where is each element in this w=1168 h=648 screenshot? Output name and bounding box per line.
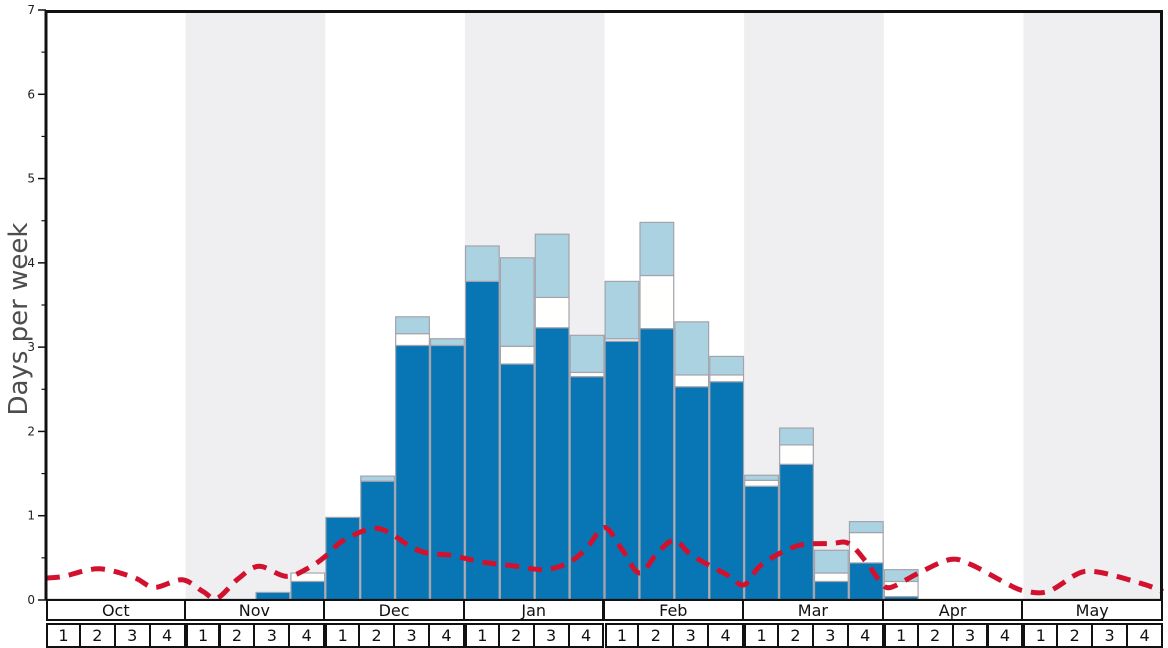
bar-segment-dark_blue_bottom-mar4 <box>848 562 884 601</box>
bar-segment-light_blue_top-dec4 <box>429 338 465 347</box>
week-cell-jan-4: 4 <box>567 623 605 648</box>
bar-segment-dark_blue_bottom-dec1 <box>325 516 361 601</box>
y-tick-label: 2 <box>27 424 35 438</box>
bar-segment-light_blue_top-feb1 <box>604 280 640 340</box>
red-dashed-line <box>45 525 1164 602</box>
week-cell-feb-3: 3 <box>672 623 710 648</box>
y-tick-label: 7 <box>27 3 35 17</box>
bar-segment-dark_blue_bottom-jan3 <box>534 327 570 601</box>
month-cell-may: May <box>1021 599 1163 621</box>
week-cell-oct-1: 1 <box>46 623 81 648</box>
bar-segment-dark_blue_bottom-feb2 <box>639 328 675 601</box>
bar-segment-white_middle-jan2 <box>499 345 535 365</box>
bar-segment-white_middle-jan4 <box>569 371 605 378</box>
week-cell-jan-3: 3 <box>532 623 570 648</box>
month-band-nov <box>185 11 326 600</box>
bar-segment-dark_blue_bottom-jan4 <box>569 376 605 601</box>
bar-segment-light_blue_top-mar4 <box>848 521 884 534</box>
week-cell-dec-1: 1 <box>325 623 361 648</box>
y-tick-label: 3 <box>27 340 35 354</box>
week-cell-feb-1: 1 <box>604 623 640 648</box>
bar-segment-light_blue_top-feb4 <box>709 355 745 376</box>
week-cell-may-4: 4 <box>1126 623 1163 648</box>
week-cell-oct-3: 3 <box>113 623 151 648</box>
week-cell-nov-1: 1 <box>185 623 221 648</box>
bar-segment-white_middle-feb2 <box>639 274 675 330</box>
bar-segment-light_blue_top-mar2 <box>779 427 814 446</box>
week-cell-nov-2: 2 <box>218 623 256 648</box>
bar-segment-light_blue_top-dec3 <box>395 316 430 335</box>
week-cell-jan-2: 2 <box>497 623 535 648</box>
bar-segment-light_blue_top-feb2 <box>639 221 675 277</box>
week-cell-feb-2: 2 <box>637 623 675 648</box>
bar-segment-white_middle-feb3 <box>674 374 710 388</box>
week-cell-nov-4: 4 <box>288 623 326 648</box>
week-cell-apr-2: 2 <box>916 623 954 648</box>
month-cell-dec: Dec <box>323 599 465 621</box>
y-tick-label: 4 <box>27 256 35 270</box>
month-cell-apr: Apr <box>881 599 1024 621</box>
bar-segment-dark_blue_bottom-dec4 <box>429 344 465 601</box>
week-cell-apr-4: 4 <box>986 623 1024 648</box>
bar-segment-white_middle-dec3 <box>395 333 430 347</box>
y-tick-label: 0 <box>27 593 35 607</box>
week-cell-dec-4: 4 <box>428 623 465 648</box>
month-cell-mar: Mar <box>742 599 884 621</box>
bar-segment-dark_blue_bottom-feb3 <box>674 386 710 601</box>
bar-segment-dark_blue_bottom-dec3 <box>395 344 430 601</box>
bar-segment-white_middle-mar3 <box>813 572 849 583</box>
week-cell-nov-3: 3 <box>253 623 291 648</box>
plot-border <box>44 10 1163 600</box>
bar-segment-dark_blue_bottom-mar2 <box>779 463 814 601</box>
bar-segment-white_middle-mar1 <box>744 479 780 487</box>
bar-segment-light_blue_top-jan4 <box>569 334 605 374</box>
bar-segment-white_middle-jan3 <box>534 296 570 329</box>
bar-segment-dark_blue_bottom-feb4 <box>709 381 745 601</box>
bar-segment-light_blue_top-feb3 <box>674 321 710 376</box>
week-cell-dec-2: 2 <box>358 623 396 648</box>
bar-segment-dark_blue_bottom-jan2 <box>499 363 535 601</box>
week-cell-feb-4: 4 <box>707 623 745 648</box>
bar-segment-light_blue_top-mar3 <box>813 549 849 574</box>
y-tick-label: 5 <box>27 172 35 186</box>
bar-segment-dark_blue_bottom-nov4 <box>290 580 326 601</box>
bar-segment-dark_blue_bottom-jan1 <box>464 280 500 601</box>
week-cell-oct-2: 2 <box>78 623 116 648</box>
week-cell-mar-1: 1 <box>744 623 779 648</box>
bar-segment-light_blue_top-mar1 <box>744 474 780 481</box>
week-cell-jan-1: 1 <box>464 623 500 648</box>
y-axis-label: Days per week <box>4 222 34 416</box>
bar-segment-white_middle-feb4 <box>709 374 745 383</box>
month-cell-oct: Oct <box>46 599 186 621</box>
month-cell-feb: Feb <box>602 599 745 621</box>
bar-segment-white_middle-nov4 <box>290 572 326 583</box>
week-cell-may-1: 1 <box>1023 623 1059 648</box>
week-cell-mar-3: 3 <box>811 623 849 648</box>
bar-segment-light_blue_top-jan2 <box>499 257 535 347</box>
bar-segment-dark_blue_bottom-mar3 <box>813 580 849 601</box>
bar-segment-dark_blue_bottom-dec2 <box>360 480 396 601</box>
bar-segment-white_middle-mar2 <box>779 444 814 465</box>
week-cell-dec-3: 3 <box>393 623 430 648</box>
week-cell-mar-4: 4 <box>846 623 884 648</box>
week-cell-may-3: 3 <box>1091 623 1129 648</box>
bar-segment-light_blue_top-jan3 <box>534 233 570 299</box>
month-cell-nov: Nov <box>183 599 326 621</box>
bar-segment-dark_blue_bottom-feb1 <box>604 340 640 601</box>
month-cell-jan: Jan <box>462 599 605 621</box>
y-tick-label: 1 <box>27 509 35 523</box>
week-cell-mar-2: 2 <box>777 623 814 648</box>
y-tick-label: 6 <box>27 87 35 101</box>
bar-segment-light_blue_top-jan1 <box>464 245 500 283</box>
bar-segment-light_blue_top-dec2 <box>360 475 396 482</box>
week-cell-oct-4: 4 <box>148 623 186 648</box>
week-cell-apr-3: 3 <box>951 623 989 648</box>
week-cell-apr-1: 1 <box>883 623 919 648</box>
month-band-may <box>1023 11 1163 600</box>
week-cell-may-2: 2 <box>1056 623 1094 648</box>
